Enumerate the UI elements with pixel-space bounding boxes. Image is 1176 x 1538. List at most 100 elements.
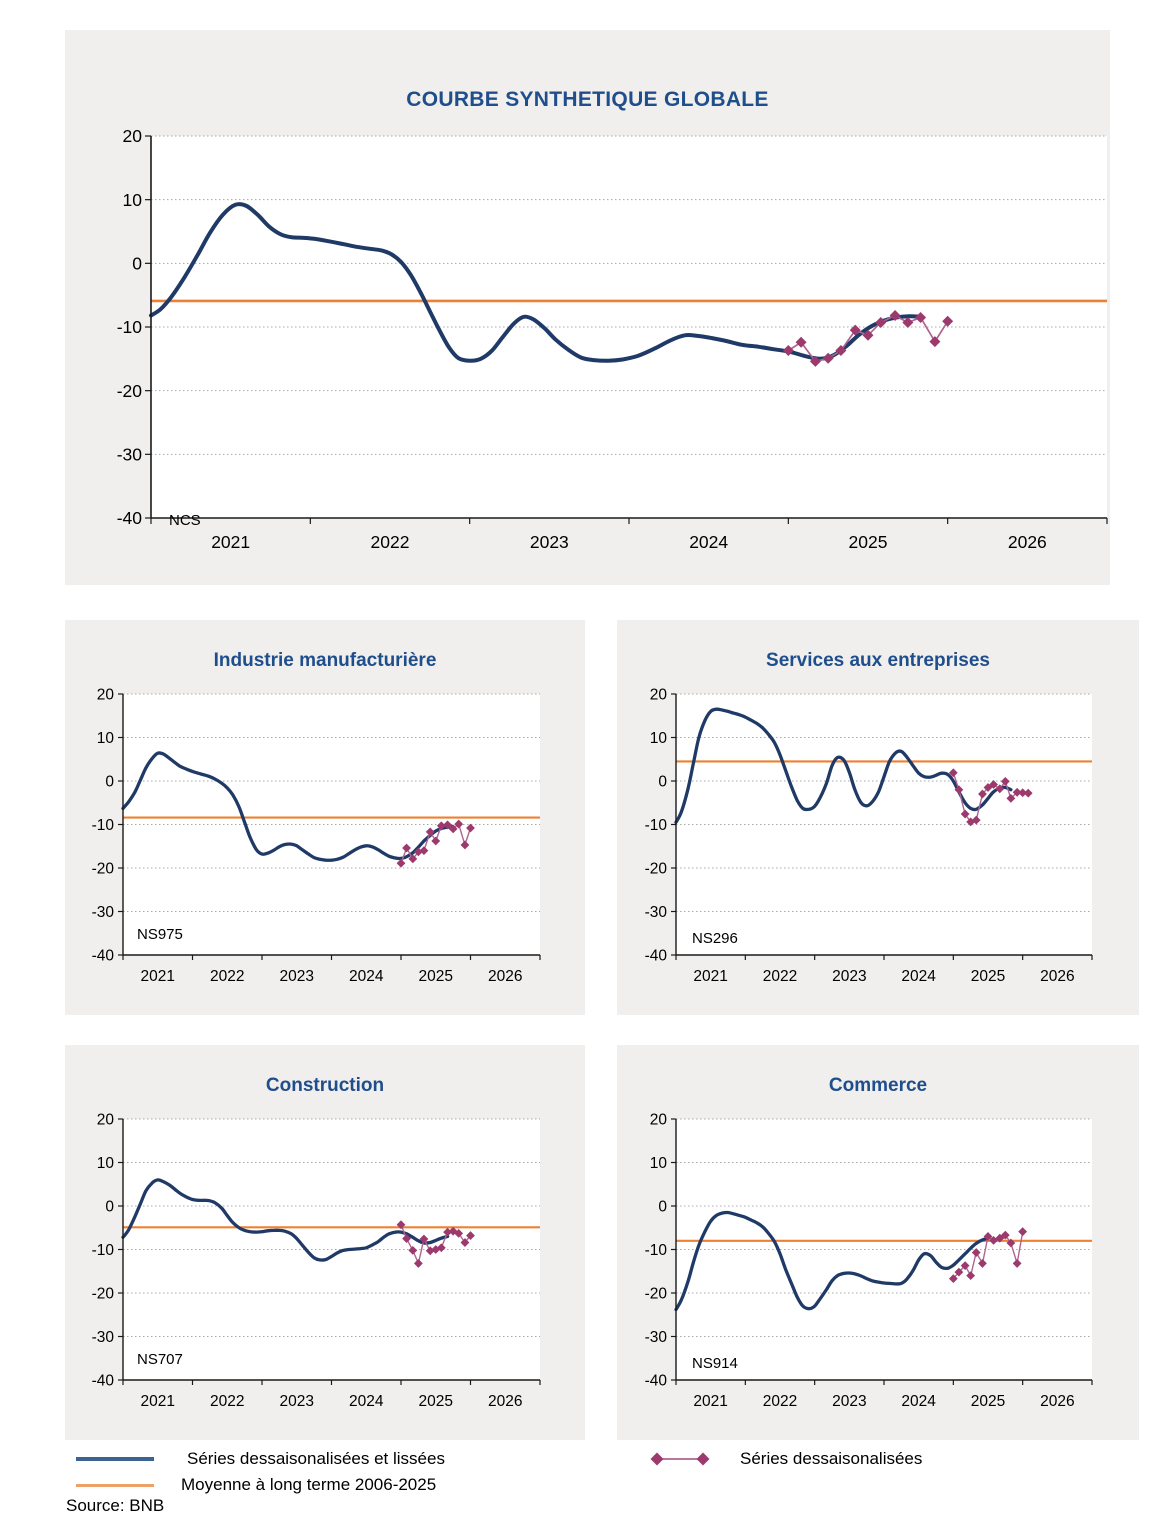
raw-series-diamond [425,827,435,837]
y-tick-label: -30 [92,904,115,921]
raw-series-diamond [960,1261,970,1270]
x-tick-label: 2023 [832,968,866,985]
raw-series-diamond [408,1245,418,1255]
raw-series-diamond [454,819,464,829]
legend-label-raw: Séries dessaisonalisées [740,1449,923,1468]
series-code-label: NS975 [137,926,183,943]
x-tick-label: 2022 [371,532,410,552]
raw-series-diamond [902,317,914,329]
y-tick-label: 10 [97,1155,115,1172]
raw-series-marker-icon [650,1452,710,1466]
series-code-label: NS914 [692,1355,738,1372]
average-line-swatch [76,1483,154,1487]
smoothed-series-line [121,751,455,862]
raw-series-diamond [971,815,981,825]
raw-series-diamond [1006,794,1016,803]
raw-series-diamond [419,846,429,855]
raw-series-diamond [413,847,423,857]
x-tick-label: 2022 [210,968,244,985]
x-tick-label: 2023 [530,532,569,552]
x-tick-label: 2026 [1040,1393,1074,1410]
y-tick-label: -30 [645,904,668,921]
y-tick-label: 0 [105,1198,114,1215]
x-tick-label: 2026 [1040,968,1074,985]
y-tick-label: -20 [92,1285,115,1302]
series-code-label: NS296 [692,930,738,947]
source-note: Source: BNB [66,1496,165,1515]
raw-series-diamond [448,824,458,834]
y-tick-label: 0 [658,773,667,790]
x-tick-label: 2025 [971,968,1005,985]
raw-series-diamond [929,336,941,348]
y-tick-label: 0 [658,1198,667,1215]
raw-series-diamond [983,783,993,792]
smoothed-series-line [674,1210,990,1312]
y-tick-label: -10 [92,817,115,834]
y-tick-label: -10 [645,817,668,834]
raw-series-diamond [822,352,834,364]
x-tick-label: 2023 [280,968,314,985]
page-title: COURBE SYNTHETIQUE GLOBALE [406,88,769,111]
panel-business-services: Services aux entreprises 20 10 0 -10 -20 -30 -… [617,620,1139,1015]
x-tick-label: 2022 [763,968,797,985]
x-tick-label: 2021 [211,532,250,552]
raw-series-diamond [396,858,406,868]
x-tick-label: 2025 [419,1393,453,1410]
raw-series-diamond [1000,1230,1010,1240]
panel-global: COURBE SYNTHETIQUE GLOBALE 20 10 0 -10 -20 -3… [65,30,1110,585]
y-tick-label: 20 [123,126,143,146]
raw-series-diamond [443,820,452,830]
y-tick-label: 20 [97,1111,115,1128]
raw-marker-diamond [696,1452,710,1466]
y-tick-label: 10 [650,730,668,747]
legend-item-raw: Séries dessaisonalisées [648,1449,922,1469]
raw-series-diamond [436,821,446,831]
x-tick-label: 2024 [689,532,728,552]
y-tick-label: -30 [117,444,143,464]
series-code-label: NCS [169,512,201,529]
legend-label-smoothed: Séries dessaisonalisées et lissées [187,1449,445,1468]
construction-chart: 20 10 0 -10 -20 -30 -40 2021 2022 2023 2024 2025 202… [92,1111,541,1410]
business-services-chart: 20 10 0 -10 -20 -30 -40 2021 2022 2023 2024 2025 202… [645,686,1093,985]
raw-series-diamond [889,310,901,322]
raw-series-diamond [849,324,861,336]
global-synthetic-curve-chart: 20 10 0 -10 -20 -30 -40 2021 2022 2023 2024 2025 202… [117,126,1108,552]
raw-series-diamond [948,1274,958,1284]
x-tick-label: 2023 [280,1393,314,1410]
raw-series-diamond [1023,788,1033,798]
smoothed-line-swatch [76,1457,154,1461]
x-tick-label: 2024 [901,968,936,985]
raw-series-diamond [402,1234,411,1244]
y-tick-label: -40 [92,947,115,964]
raw-series-diamond [960,809,970,819]
x-tick-label: 2025 [971,1393,1005,1410]
chart-title-commerce: Commerce [828,1075,928,1096]
y-tick-label: -20 [645,860,668,877]
raw-series-diamond [402,843,411,853]
y-tick-label: 10 [650,1155,668,1172]
y-tick-label: 10 [97,730,115,747]
raw-series-diamond [978,789,987,799]
raw-series-diamond [1012,787,1022,797]
legend-item-smoothed: Séries dessaisonalisées et lissées [76,1449,445,1469]
raw-series-diamond [448,1226,458,1236]
x-tick-label: 2025 [419,968,453,985]
manufacturing-chart: 20 10 0 -10 -20 -30 -40 2021 2022 2023 2024 2025 202… [92,686,541,985]
y-tick-label: 0 [105,773,114,790]
raw-series-diamond [942,315,954,327]
y-tick-label: -40 [645,947,668,964]
series-code-label: NS707 [137,1351,183,1368]
y-tick-label: -10 [645,1242,668,1259]
raw-series-diamond [795,336,807,348]
y-tick-label: -20 [645,1285,668,1302]
x-tick-label: 2026 [1008,532,1047,552]
smoothed-series-line [674,707,1013,824]
panel-commerce: Commerce 20 10 0 -10 -20 -30 -40 2021 2022 2023 20… [617,1045,1139,1440]
legend-label-average: Moyenne à long terme 2006-2025 [181,1475,437,1494]
x-tick-label: 2022 [210,1393,244,1410]
raw-series-diamond [809,355,821,367]
raw-series-diamond [1000,777,1010,786]
raw-series-diamond [431,1245,441,1254]
legend-item-average: Moyenne à long terme 2006-2025 [76,1475,436,1495]
chart-title-manufacturing: Industrie manufacturière [213,650,437,671]
